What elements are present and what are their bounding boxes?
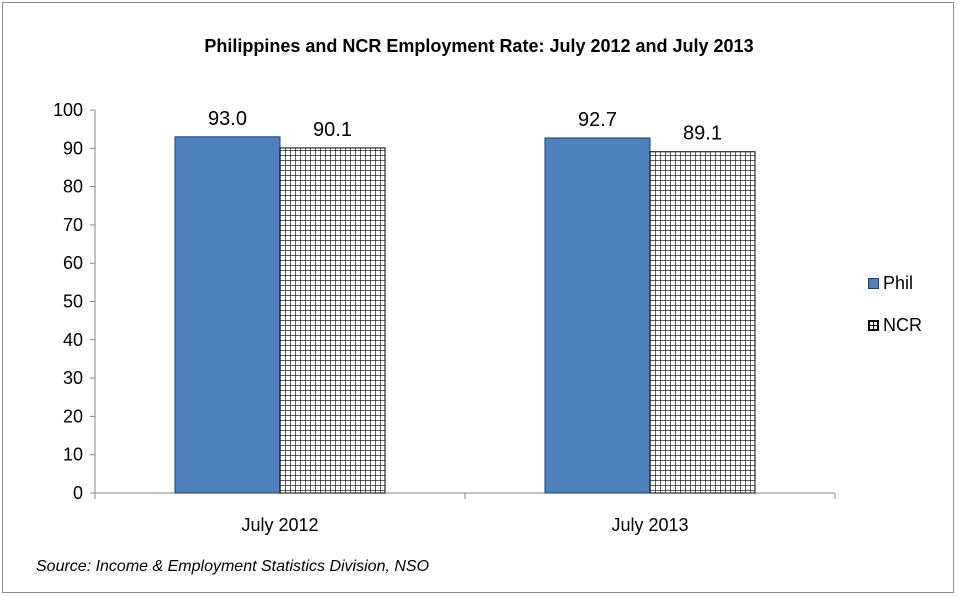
bars: 93.0 90.1 92.7 89.1 [174, 108, 756, 494]
y-tick-label: 100 [53, 100, 83, 120]
bar-phil-1 [174, 136, 281, 494]
legend-label-phil: Phil [883, 272, 914, 293]
y-tick-label: 0 [73, 483, 83, 503]
x-tick-label: July 2012 [241, 515, 318, 535]
legend-swatch-phil [868, 277, 879, 289]
legend-swatch-ncr [868, 319, 879, 331]
data-label-phil-2: 92.7 [578, 109, 617, 131]
bar-phil-2 [544, 137, 651, 494]
legend-label-ncr: NCR [883, 314, 922, 335]
chart-title: Philippines and NCR Employment Rate: Jul… [204, 36, 754, 56]
y-tick-label: 40 [63, 330, 83, 350]
source-note: Source: Income & Employment Statistics D… [36, 558, 430, 575]
legend: Phil NCR [868, 270, 922, 354]
data-label-ncr-2: 89.1 [683, 123, 722, 145]
y-tick-label: 60 [63, 253, 83, 273]
y-tick-label: 20 [63, 406, 83, 426]
y-tick-label: 70 [63, 215, 83, 235]
y-tick-label: 50 [63, 292, 83, 312]
axes: 0 10 20 30 40 50 60 70 80 90 100 July 2012 July 2013 [53, 100, 836, 535]
data-label-phil-1: 93.0 [208, 108, 247, 130]
legend-item-ncr: NCR [868, 312, 922, 338]
y-tick-label: 80 [63, 177, 83, 197]
y-tick-label: 10 [63, 445, 83, 465]
bar-ncr-1 [279, 147, 386, 494]
y-tick-label: 30 [63, 368, 83, 388]
data-label-ncr-1: 90.1 [313, 119, 352, 141]
legend-item-phil: Phil [868, 270, 922, 296]
x-tick-label: July 2013 [611, 515, 688, 535]
y-tick-label: 90 [63, 138, 83, 158]
bar-ncr-2 [649, 151, 756, 494]
